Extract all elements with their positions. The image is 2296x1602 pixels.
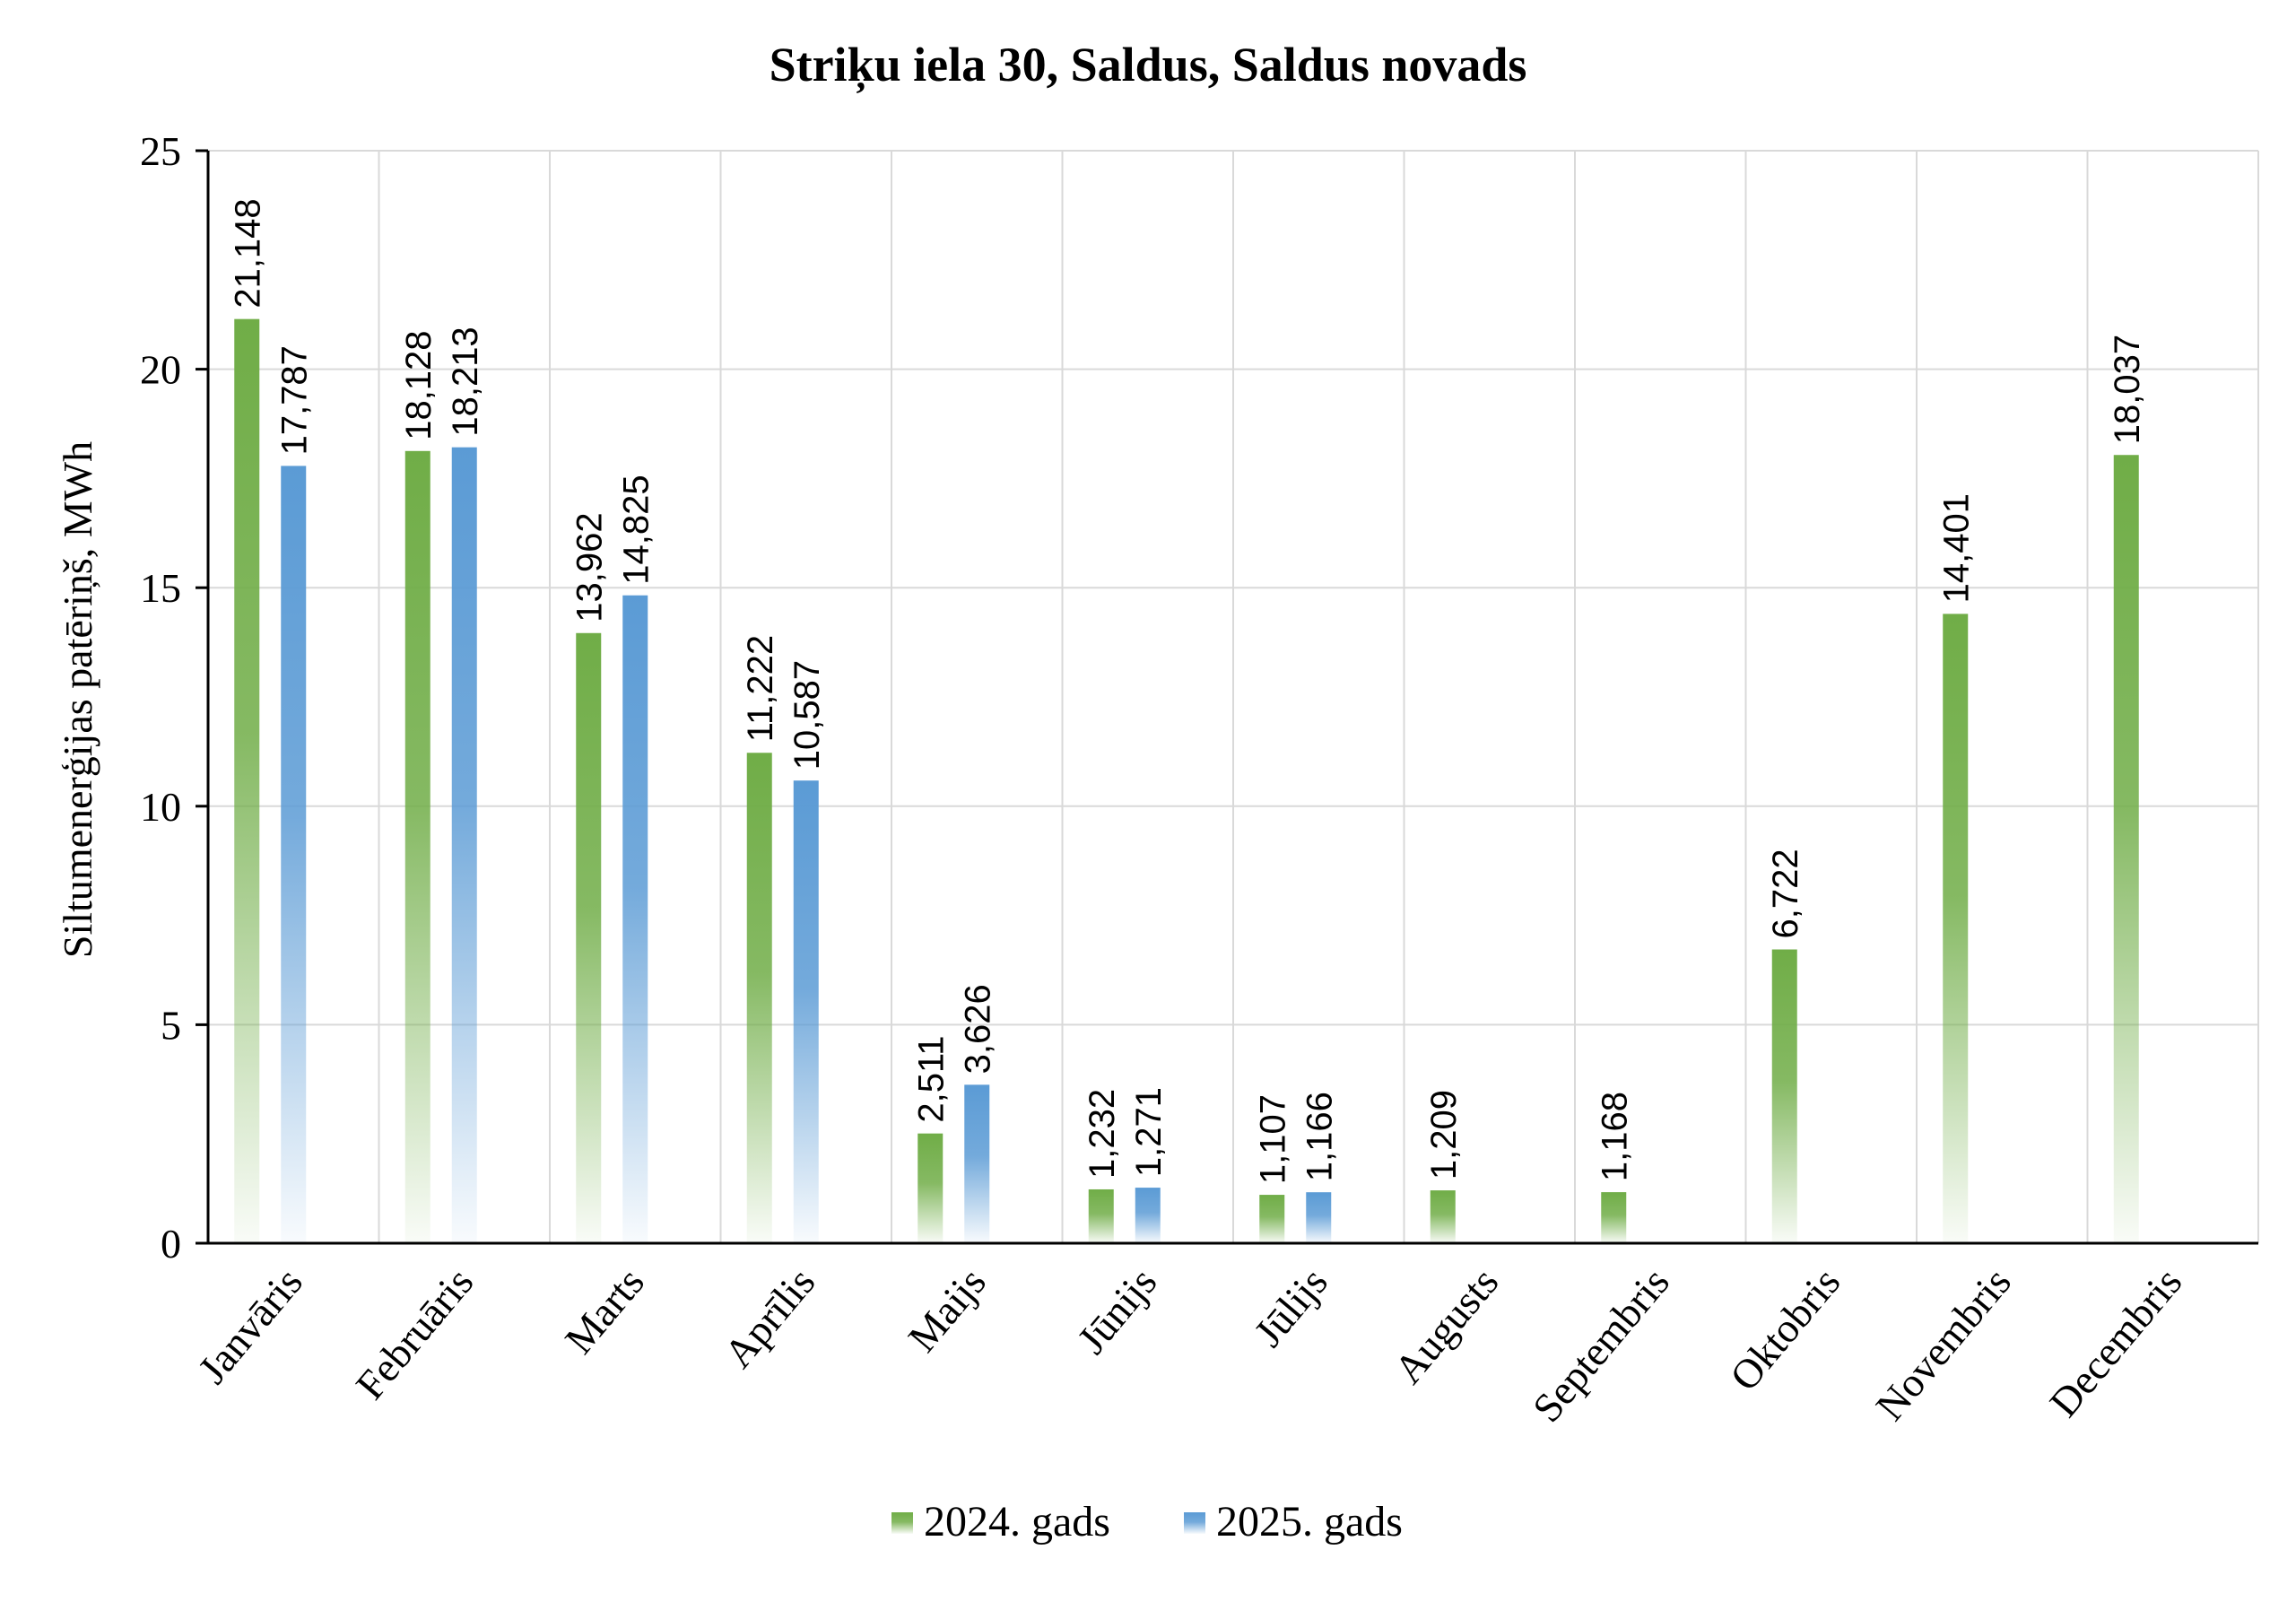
x-tick-label: Maijs	[899, 1259, 994, 1361]
bar-series2-6	[1306, 1192, 1332, 1243]
y-tick-label: 10	[140, 784, 181, 830]
bar-series1-6	[1259, 1195, 1285, 1243]
grid	[208, 150, 2259, 1243]
data-label: 17,787	[274, 345, 314, 455]
y-tick-label: 20	[140, 347, 181, 393]
y-tick-label: 15	[140, 565, 181, 611]
data-label: 14,825	[616, 475, 656, 584]
data-label: 14,401	[1936, 493, 1976, 603]
data-label: 1,168	[1595, 1092, 1634, 1181]
data-label: 10,587	[787, 660, 827, 770]
data-label: 13,962	[570, 512, 609, 622]
data-label: 1,232	[1083, 1089, 1122, 1179]
data-label: 6,722	[1766, 849, 1805, 938]
legend-swatch	[891, 1512, 913, 1534]
x-tick-label: Aprīlis	[715, 1259, 823, 1377]
bar-series1-11	[2113, 455, 2139, 1243]
data-label: 1,107	[1253, 1094, 1292, 1184]
x-tick-label: Jūnijs	[1068, 1259, 1165, 1363]
bar-series2-1	[451, 447, 477, 1244]
bar-series1-5	[1088, 1188, 1114, 1243]
data-label: 1,271	[1129, 1087, 1169, 1177]
data-label: 18,037	[2108, 335, 2147, 444]
y-tick-label: 0	[161, 1221, 181, 1267]
data-label: 21,148	[228, 198, 267, 308]
legend-label: 2025. gads	[1216, 1498, 1403, 1545]
data-label: 18,213	[446, 326, 485, 436]
x-tick-label: Oktobris	[1721, 1259, 1849, 1399]
bar-series2-5	[1135, 1188, 1161, 1243]
x-tick-label: Novembris	[1866, 1259, 2019, 1429]
data-label: 2,511	[911, 1036, 951, 1123]
x-tick-label: Septembris	[1524, 1259, 1678, 1431]
x-tick-label: Janvāris	[189, 1259, 311, 1392]
legend: 2024. gads 2025. gads	[891, 1498, 1403, 1545]
x-tick-label: Augusts	[1385, 1259, 1507, 1392]
bar-series1-4	[918, 1133, 944, 1243]
data-label: 18,128	[399, 330, 439, 440]
data-label: 11,222	[741, 635, 780, 742]
bar-series2-3	[793, 780, 819, 1243]
x-tick-label: Marts	[556, 1259, 653, 1363]
bar-series2-2	[622, 595, 648, 1243]
tick-labels: 0 5 10 15 20 25 Janvāris Februāris Marts Aprīlis M…	[140, 128, 2190, 1431]
bar-series1-9	[1771, 949, 1797, 1243]
bar-series2-4	[964, 1084, 990, 1243]
y-tick-label: 5	[161, 1002, 181, 1048]
bars	[234, 318, 2139, 1244]
data-label: 3,626	[958, 984, 997, 1074]
x-tick-label: Februāris	[347, 1259, 483, 1408]
bar-series1-10	[1943, 614, 1969, 1243]
data-label: 1,209	[1424, 1090, 1464, 1180]
chart-title: Striķu iela 30, Saldus, Saldus novads	[770, 38, 1527, 94]
bar-series1-8	[1601, 1192, 1627, 1243]
y-axis-label: Siltumenerģijas patēriņš, MWh	[55, 441, 100, 958]
bar-series1-0	[234, 318, 260, 1243]
legend-label: 2024. gads	[924, 1498, 1110, 1545]
bar-series1-3	[746, 753, 772, 1243]
x-tick-label: Jūlijs	[1245, 1259, 1336, 1355]
axes	[196, 149, 2258, 1245]
bar-series2-0	[281, 466, 307, 1243]
data-label: 1,166	[1300, 1092, 1339, 1181]
bar-series1-1	[404, 450, 430, 1243]
x-tick-label: Decembris	[2040, 1259, 2190, 1425]
bar-series1-2	[576, 632, 602, 1243]
y-tick-label: 25	[140, 128, 181, 174]
legend-swatch	[1184, 1512, 1205, 1534]
bar-series1-7	[1430, 1190, 1456, 1243]
